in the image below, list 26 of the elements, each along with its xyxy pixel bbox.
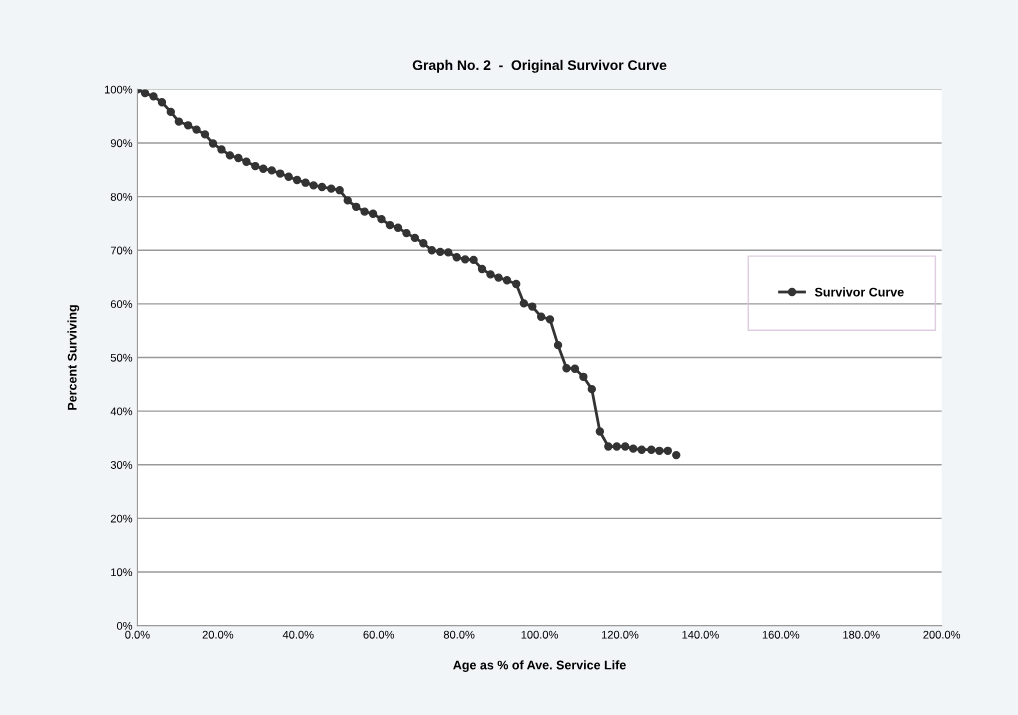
x-tick-label: 140.0% — [682, 630, 719, 639]
legend-label: Survivor Curve — [814, 287, 904, 297]
y-tick-label: 20% — [110, 514, 133, 523]
x-tick-label: 20.0% — [202, 630, 234, 639]
y-tick-label: 50% — [110, 353, 133, 362]
y-tick-label: 40% — [110, 407, 133, 416]
x-tick-label: 160.0% — [762, 630, 800, 639]
x-tick-label: 200.0% — [923, 630, 961, 639]
y-tick-label: 10% — [111, 568, 133, 577]
x-tick-label: 60.0% — [363, 630, 395, 639]
y-tick-label: 30% — [110, 461, 133, 469]
x-tick-label: 80.0% — [443, 630, 475, 639]
chart-title: Graph No. 2 - Original Survivor Curve — [412, 59, 667, 73]
y-axis-title: Percent Surviving — [67, 305, 80, 410]
y-tick-label: 100% — [105, 85, 133, 94]
y-tick-label: 0% — [116, 621, 133, 630]
x-tick-label: 180.0% — [843, 630, 880, 639]
x-tick-label: 120.0% — [601, 630, 639, 639]
x-tick-label: 0.0% — [125, 630, 150, 639]
y-tick-label: 90% — [110, 139, 133, 148]
y-tick-label: 70% — [110, 246, 133, 255]
y-tick-label: 60% — [110, 300, 133, 309]
y-tick-label: 80% — [110, 192, 133, 201]
x-axis-title: Age as % of Ave. Service Life — [453, 660, 626, 672]
x-tick-label: 40.0% — [282, 630, 314, 639]
x-tick-label: 100.0% — [521, 630, 558, 639]
